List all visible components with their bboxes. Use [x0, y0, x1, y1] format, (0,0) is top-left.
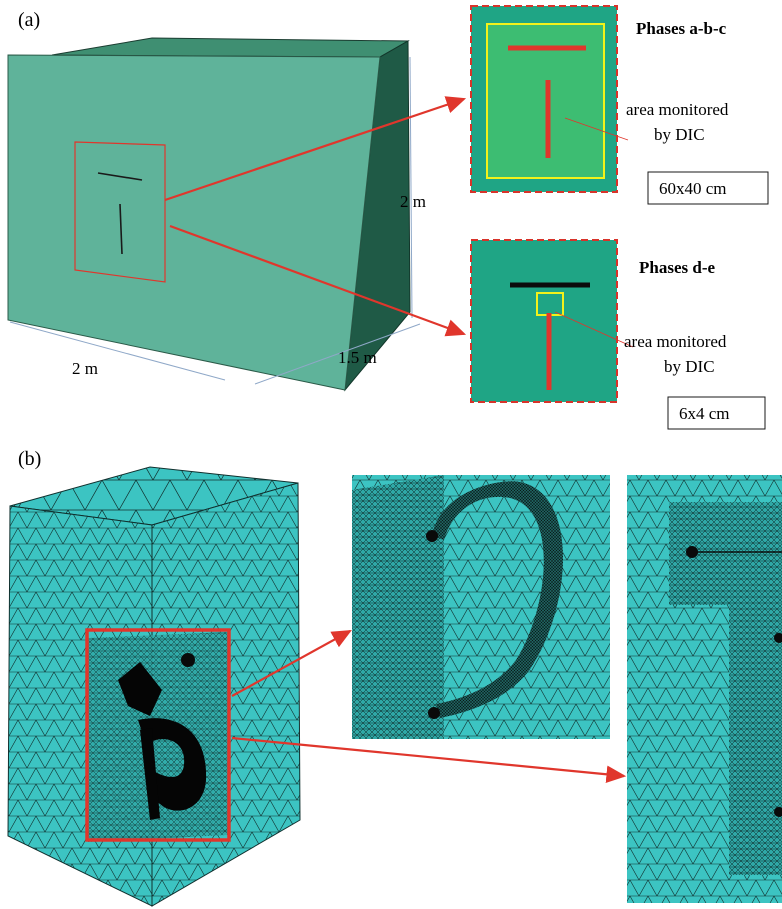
- dim-line-depth: [254, 323, 421, 385]
- fe-mesh-block: [7, 466, 301, 907]
- zoom1-fine-column: [352, 475, 444, 739]
- inset-abc-leader: [564, 117, 629, 141]
- phase-abc-note-line2: by DIC: [654, 125, 705, 144]
- panel-a-label: (a): [18, 9, 40, 31]
- dim-height-label: 2 m: [400, 192, 426, 211]
- mesh-crack-dense-dot: [181, 653, 195, 667]
- zoom2-fine-region-top: [669, 502, 782, 605]
- phase-de-note-line2: by DIC: [664, 357, 715, 376]
- zoom2-crack-tip: [686, 546, 698, 558]
- mesh-crack-dense-1: [118, 662, 162, 716]
- inset-phase-abc: [470, 5, 629, 193]
- panel-b-label: (b): [18, 448, 41, 470]
- zoom1-crack-tip-top: [426, 530, 438, 542]
- phase-de-size-box: [667, 396, 766, 430]
- block-crack-vertical: [119, 203, 123, 255]
- mesh-zoom-frame: [85, 628, 231, 842]
- zoom2-fine-region-column: [729, 605, 782, 875]
- zoom2-dot-1: [774, 633, 782, 643]
- phase-abc-title: Phases a-b-c: [636, 19, 727, 38]
- zoom1-crack-arc: [432, 481, 563, 718]
- phase-abc-note-line1: area monitored: [626, 100, 729, 119]
- phase-abc-size: 60x40 cm: [659, 179, 727, 198]
- block-crack-horizontal: [97, 172, 143, 181]
- arrow-to-phase-de: [169, 224, 467, 337]
- block-monitor-frame: [74, 141, 166, 283]
- block-front-face: [7, 54, 381, 391]
- phase-de-size: 6x4 cm: [679, 404, 730, 423]
- zoom1-crack-tip-bottom: [428, 707, 440, 719]
- concrete-block-3d: [7, 37, 411, 392]
- zoom2-dot-2: [774, 807, 782, 817]
- dim-line-width: [9, 321, 226, 381]
- arrow-to-phase-abc: [164, 96, 467, 202]
- mesh-zoom-view-2: [627, 475, 782, 903]
- inset-de-frame: [470, 239, 618, 403]
- dim-depth-label: 1.5 m: [338, 348, 377, 367]
- arrow-to-zoom-2: [231, 736, 627, 784]
- dim-line-height: [409, 56, 413, 319]
- block-top-face: [51, 37, 410, 58]
- phase-de-title: Phases d-e: [639, 258, 715, 277]
- dim-width-label: 2 m: [72, 359, 98, 378]
- phase-de-note-line1: area monitored: [624, 332, 727, 351]
- arrow-to-zoom-1: [231, 629, 352, 697]
- inset-de-leader: [554, 311, 634, 348]
- phase-abc-size-box: [647, 171, 769, 205]
- mesh-crack-dense-3: [140, 728, 160, 820]
- mesh-zoom-view-1: [352, 475, 610, 739]
- inset-phase-de: [470, 239, 634, 403]
